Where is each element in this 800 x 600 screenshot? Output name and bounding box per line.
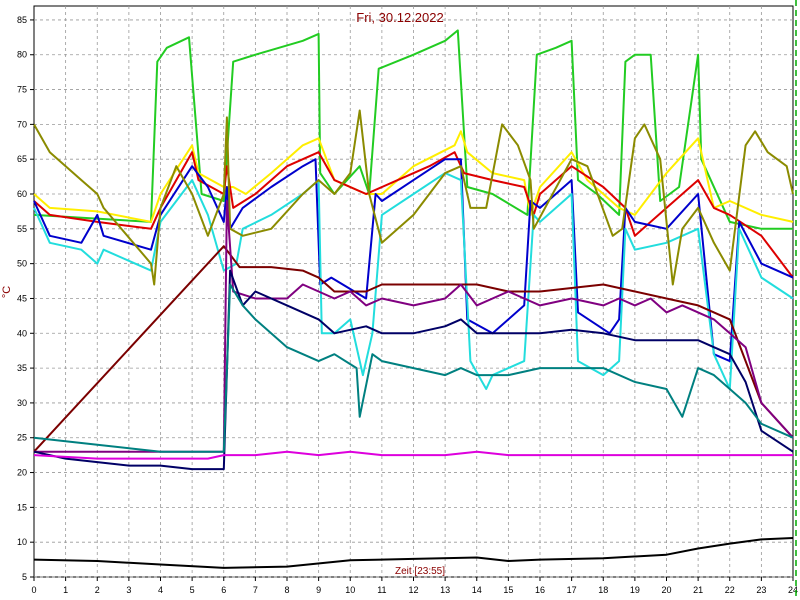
y-tick-label: 40 [17,328,27,338]
x-tick-label: 11 [377,585,386,595]
series-line-10 [33,283,794,453]
y-tick-label: 75 [17,85,27,95]
series-layer [33,29,794,569]
y-tick-label: 5 [22,572,27,582]
y-tick-label: 65 [17,154,27,164]
x-tick-label: 3 [126,585,131,595]
x-tick-label: 15 [503,585,513,595]
y-tick-label: 20 [17,468,27,478]
y-tick-label: 45 [17,293,27,303]
x-tick-label: 17 [567,585,577,595]
x-tick-label: 22 [725,585,735,595]
x-tick-label: 14 [472,585,482,595]
y-tick-label: 60 [17,189,27,199]
series-line-6 [33,109,794,286]
y-tick-label: 15 [17,502,27,512]
x-tick-label: 21 [693,585,703,595]
y-tick-label: 25 [17,433,27,443]
x-tick-label: 10 [345,585,355,595]
axis-ticks: 0 1 2 3 4 5 6 7 8 9 10 11 12 13 14 15 16 17 18 19 20 21 22 23 24… [17,15,798,595]
x-tick-label: 23 [756,585,766,595]
x-tick-label: 4 [158,585,163,595]
x-tick-label: 12 [408,585,418,595]
y-tick-label: 30 [17,398,27,408]
series-line-5 [33,172,794,390]
x-tick-label: 2 [95,585,100,595]
series-line-8 [34,200,794,453]
y-tick-label: 70 [17,119,27,129]
x-tick-label: 8 [284,585,289,595]
y-tick-label: 85 [17,15,27,25]
x-axis-title: Zeit [23:55] [395,566,445,577]
series-line-2 [33,130,794,223]
y-tick-label: 50 [17,259,27,269]
x-tick-label: 7 [253,585,258,595]
x-tick-label: 20 [661,585,671,595]
x-tick-label: 16 [535,585,545,595]
series-line-12 [33,537,794,569]
series-line-4 [33,158,794,363]
x-tick-label: 18 [598,585,608,595]
y-axis-title: °C [1,286,13,298]
x-tick-label: 5 [190,585,195,595]
y-tick-label: 10 [17,537,27,547]
y-tick-label: 55 [17,224,27,234]
series-line-11 [33,450,793,460]
series-line-7 [33,245,794,453]
x-tick-label: 9 [316,585,321,595]
y-tick-label: 80 [17,50,27,60]
x-tick-label: 0 [31,585,36,595]
x-tick-label: 24 [788,585,798,595]
series-line-3 [33,151,794,279]
series-line-9 [33,269,794,471]
y-tick-label: 35 [17,363,27,373]
x-tick-label: 19 [630,585,640,595]
chart-title: Fri, 30.12.2022 [356,10,443,25]
x-tick-label: 1 [63,585,68,595]
x-tick-label: 6 [221,585,226,595]
x-tick-label: 13 [440,585,450,595]
